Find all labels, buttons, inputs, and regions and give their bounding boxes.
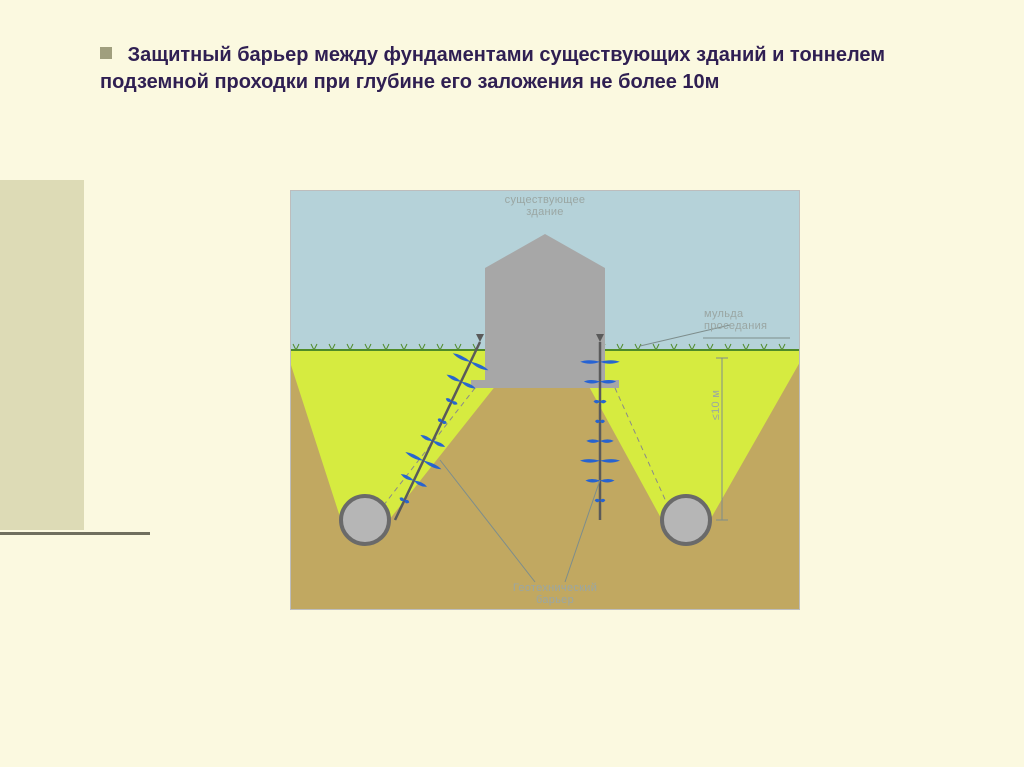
barrier-label: Геотехническийбарьер: [485, 582, 625, 606]
side-underline: [0, 532, 150, 535]
diagram-svg: [290, 190, 800, 610]
side-accent: [0, 180, 84, 530]
slide-title: Защитный барьер между фундаментами сущес…: [100, 42, 944, 96]
building-label: существующеездание: [485, 194, 605, 218]
title-text: Защитный барьер между фундаментами сущес…: [100, 44, 885, 93]
depth-label: ≤10 м: [710, 375, 722, 435]
diagram: существующеездание мульдапроседания Геот…: [290, 190, 800, 610]
title-bullet-icon: [100, 47, 112, 59]
slide: Защитный барьер между фундаментами сущес…: [0, 0, 1024, 767]
mulda-label: мульдапроседания: [704, 308, 814, 332]
